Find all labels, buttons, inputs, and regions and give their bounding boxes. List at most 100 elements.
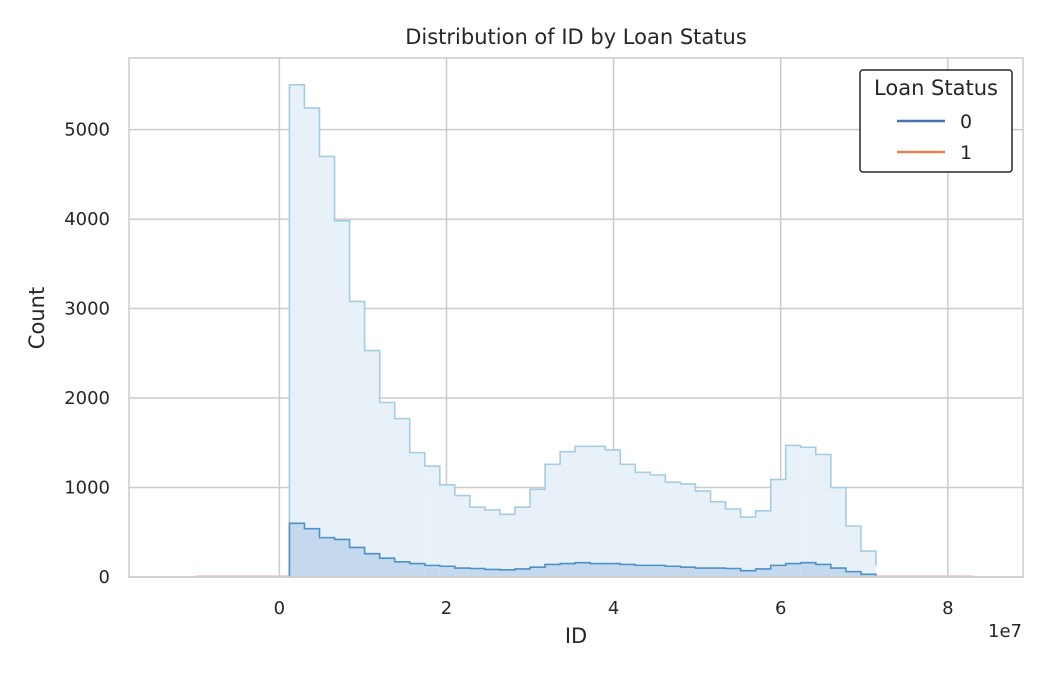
bin-series-1-29 — [725, 568, 741, 577]
bin-series-1-27 — [695, 568, 711, 577]
histogram-steps — [288, 84, 877, 578]
bin-series-1-14 — [499, 569, 516, 577]
legend-label-series-0: 0 — [960, 111, 972, 133]
bin-series-0-16 — [530, 489, 546, 577]
bin-series-1-32 — [770, 565, 786, 577]
bin-series-0-15 — [515, 507, 531, 577]
bin-series-0-10 — [439, 484, 455, 577]
x-tick-label-0: 0 — [274, 598, 285, 619]
y-axis-label: Count — [25, 287, 49, 349]
bin-series-1-35 — [815, 564, 831, 577]
bin-series-0-3 — [334, 220, 350, 577]
bin-series-1-10 — [439, 566, 455, 577]
bin-series-1-34 — [800, 562, 816, 577]
bin-series-0-2 — [319, 156, 335, 577]
bin-series-1-18 — [560, 563, 576, 577]
bin-series-0-12 — [469, 507, 485, 577]
bin-series-1-28 — [710, 568, 726, 577]
bin-series-1-20 — [590, 563, 606, 577]
bin-series-1-17 — [545, 564, 561, 577]
bin-series-0-22 — [620, 464, 636, 577]
bin-series-0-6 — [379, 402, 395, 577]
bin-series-0-25 — [665, 482, 681, 577]
y-tick-label-1: 1000 — [64, 478, 110, 499]
bin-series-0-35 — [815, 454, 831, 577]
bin-series-1-25 — [665, 566, 681, 577]
bin-series-1-1 — [304, 528, 320, 577]
legend: Loan Status 0 1 — [859, 69, 1013, 173]
y-axis-ticks: 0 1000 2000 3000 4000 5000 — [64, 120, 110, 588]
bin-series-1-6 — [379, 558, 395, 577]
bin-series-1-9 — [424, 565, 440, 577]
bin-series-0-19 — [575, 446, 591, 577]
bin-series-0-29 — [725, 508, 741, 577]
step-outline-series-1 — [288, 522, 877, 577]
bin-series-1-4 — [349, 547, 365, 577]
step-outline-series-0 — [288, 84, 877, 577]
x-tick-label-4: 8 — [942, 598, 953, 619]
x-tick-label-1: 2 — [441, 598, 452, 619]
bin-series-1-36 — [830, 568, 846, 577]
bin-series-0-13 — [484, 509, 500, 577]
bin-series-1-26 — [680, 567, 696, 577]
bin-series-0-8 — [409, 452, 425, 577]
bin-series-0-17 — [545, 464, 561, 577]
bin-series-0-37 — [845, 525, 861, 577]
bin-series-0-14 — [499, 514, 516, 577]
bin-series-1-7 — [394, 561, 410, 577]
bin-series-1-11 — [454, 568, 470, 577]
bin-series-0-7 — [394, 418, 410, 577]
bin-series-0-11 — [454, 495, 470, 577]
bin-series-0-4 — [349, 301, 365, 577]
bin-series-1-38 — [860, 574, 876, 577]
bin-series-1-13 — [484, 569, 500, 577]
bin-series-0-5 — [364, 350, 380, 577]
bin-series-1-3 — [334, 539, 350, 577]
bin-series-1-30 — [740, 570, 756, 577]
bin-series-0-34 — [800, 447, 816, 577]
bin-series-0-18 — [560, 451, 576, 577]
x-tick-label-2: 4 — [608, 598, 619, 619]
bin-series-0-23 — [635, 472, 651, 577]
chart-title: Distribution of ID by Loan Status — [405, 25, 747, 49]
legend-title: Loan Status — [874, 76, 998, 100]
bin-series-1-15 — [515, 568, 531, 577]
bin-series-1-37 — [845, 571, 861, 577]
bin-series-1-22 — [620, 564, 636, 577]
bin-series-1-5 — [364, 553, 380, 577]
bin-series-0-38 — [860, 551, 876, 577]
bin-series-0-9 — [424, 466, 440, 577]
bin-series-1-0 — [289, 523, 305, 577]
bin-series-1-8 — [409, 563, 425, 577]
bin-series-1-2 — [319, 537, 335, 577]
y-tick-label-5: 5000 — [64, 120, 110, 141]
bin-series-0-30 — [740, 517, 756, 577]
bin-series-1-19 — [575, 562, 591, 577]
bin-series-0-24 — [650, 474, 666, 577]
bin-series-0-32 — [770, 479, 786, 577]
bin-series-1-31 — [755, 568, 771, 577]
bin-series-0-21 — [605, 449, 621, 577]
x-axis-ticks: 0 2 4 6 8 — [274, 598, 954, 619]
x-axis-offset-label: 1e7 — [988, 621, 1022, 642]
bin-series-1-23 — [635, 565, 651, 577]
bin-series-0-31 — [755, 510, 771, 577]
y-tick-label-4: 4000 — [64, 209, 110, 230]
y-tick-label-3: 3000 — [64, 299, 110, 320]
x-axis-label: ID — [565, 624, 587, 648]
bin-series-0-36 — [830, 487, 846, 577]
y-tick-label-0: 0 — [99, 567, 110, 588]
bin-series-0-0 — [289, 84, 305, 578]
bin-series-1-21 — [605, 563, 621, 577]
bin-series-0-33 — [785, 445, 801, 577]
series-1-bins — [288, 522, 877, 577]
bin-series-1-24 — [650, 565, 666, 577]
bin-series-0-27 — [695, 491, 711, 577]
bin-series-0-26 — [680, 483, 696, 577]
bin-series-0-1 — [304, 108, 320, 577]
legend-label-series-1: 1 — [960, 142, 972, 164]
plot-frame — [128, 57, 1024, 578]
x-tick-label-3: 6 — [775, 598, 786, 619]
